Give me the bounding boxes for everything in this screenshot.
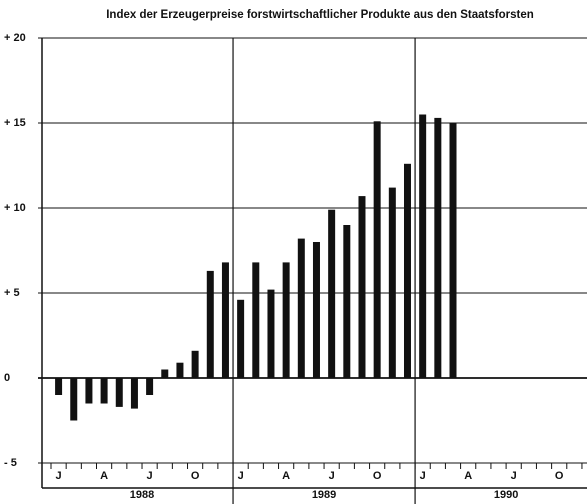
bar bbox=[115, 378, 123, 407]
y-tick-label: - 5 bbox=[4, 457, 17, 469]
bar bbox=[328, 209, 336, 378]
x-tick-label: A bbox=[464, 470, 472, 482]
bar bbox=[70, 378, 78, 421]
y-tick-label: + 10 bbox=[4, 202, 26, 214]
x-tick-label: J bbox=[420, 470, 426, 482]
chart-title: Index der Erzeugerpreise forstwirtschaft… bbox=[106, 9, 534, 21]
bar bbox=[130, 378, 138, 409]
x-tick-label: J bbox=[56, 470, 62, 482]
bar bbox=[100, 378, 108, 404]
x-tick-label: J bbox=[511, 470, 517, 482]
bar bbox=[388, 187, 396, 378]
x-tick-label: O bbox=[191, 470, 200, 482]
bar bbox=[161, 369, 169, 378]
bar bbox=[343, 225, 351, 378]
bar bbox=[252, 262, 260, 378]
bar bbox=[449, 123, 457, 378]
bar bbox=[312, 242, 320, 378]
bar bbox=[191, 350, 199, 378]
bar bbox=[403, 163, 411, 378]
bar bbox=[206, 270, 214, 378]
y-tick-label: + 20 bbox=[4, 32, 26, 44]
x-tick-label: J bbox=[329, 470, 335, 482]
x-tick-label: J bbox=[238, 470, 244, 482]
year-label: 1989 bbox=[312, 489, 336, 501]
bar bbox=[221, 262, 229, 378]
bar bbox=[237, 299, 245, 378]
x-tick-label: O bbox=[373, 470, 382, 482]
bar bbox=[419, 114, 427, 378]
bar bbox=[85, 378, 93, 404]
bar bbox=[176, 362, 184, 378]
bar bbox=[358, 196, 366, 378]
x-tick-label: A bbox=[100, 470, 108, 482]
x-tick-label: O bbox=[555, 470, 564, 482]
y-tick-label: + 5 bbox=[4, 287, 20, 299]
year-label: 1988 bbox=[130, 489, 154, 501]
bar bbox=[146, 378, 154, 395]
year-label: 1990 bbox=[494, 489, 518, 501]
bar bbox=[282, 262, 290, 378]
y-tick-label: + 15 bbox=[4, 117, 26, 129]
bar bbox=[373, 121, 381, 379]
x-tick-label: A bbox=[282, 470, 290, 482]
bar bbox=[267, 289, 275, 378]
bar bbox=[297, 238, 305, 378]
x-tick-label: J bbox=[147, 470, 153, 482]
bar bbox=[55, 378, 63, 395]
y-tick-label: 0 bbox=[4, 372, 10, 384]
bar bbox=[434, 117, 442, 379]
